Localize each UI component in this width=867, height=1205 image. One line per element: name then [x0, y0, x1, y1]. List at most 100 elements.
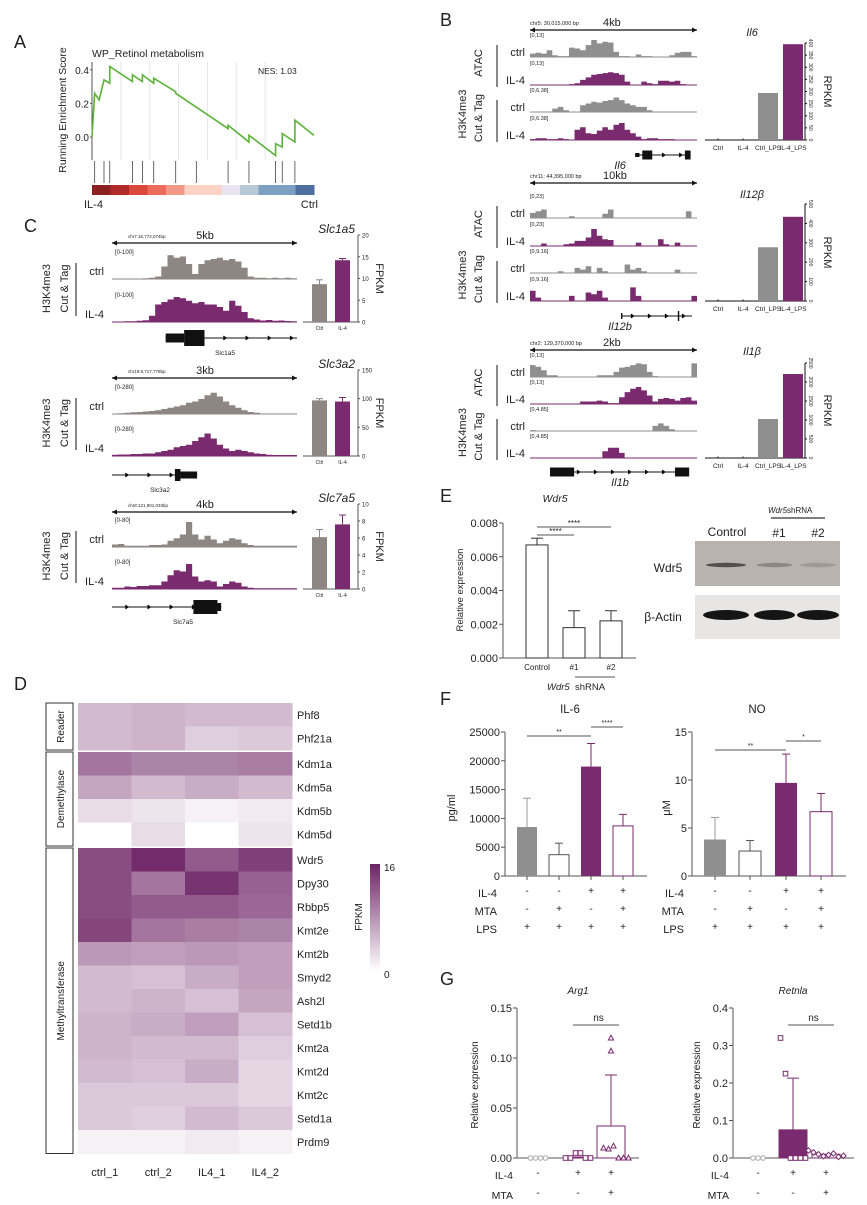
bar-#1 [562, 627, 586, 659]
track-range: [0,6.38] [530, 88, 549, 94]
heatmap-row-label: Setd1a [297, 1113, 333, 1125]
f-ytick-label: 10000 [469, 813, 500, 825]
scale-label: 2kb [603, 337, 621, 349]
heatmap-cell [185, 942, 239, 966]
assay-label-h3k4me3: H3K4me3 [457, 251, 469, 300]
bar-ytick-label: 10 [362, 503, 369, 509]
gene-name: Slc1a5 [215, 350, 235, 357]
gene-model-Il12b-exon [677, 311, 680, 321]
heatmap-row-label: Kmt2a [297, 1043, 330, 1055]
bar-ytick-label: 200 [807, 87, 813, 96]
data-point-circle [532, 1155, 539, 1161]
gsea-rank-bar-segment [240, 185, 259, 195]
bar-title: Slc1a5 [318, 222, 355, 236]
shrna-gene-label: Wdr5 [547, 682, 570, 693]
heatmap-column-label: IL4_1 [198, 1167, 226, 1179]
gsea-rank-bar-segment [166, 185, 185, 195]
bar-Ctrl [312, 537, 327, 589]
heatmap-column-label: ctrl_2 [145, 1167, 172, 1179]
locus-coordinate: chr7:16,772,074bp [128, 234, 166, 239]
f-ytick-label: 20000 [469, 756, 500, 768]
gsea-running-score-line [91, 64, 315, 158]
f-ylabel: pg/ml [446, 795, 458, 822]
track-range: [0,9.16] [530, 277, 549, 283]
condition-sign: - [576, 1188, 579, 1199]
g-title-Retnla: Retnla [779, 986, 808, 997]
significance-label: **** [602, 720, 613, 727]
heatmap-row-label: Kmt2b [297, 949, 329, 961]
gene-model-Il6-strand-arrow [678, 152, 684, 158]
heatmap-cell [238, 871, 293, 896]
gene-model-Slc3a2-strand-arrow [125, 472, 130, 478]
data-point-diamond [830, 1149, 837, 1158]
gene-model-Il1b-strand-arrow [644, 469, 649, 475]
track-label: IL-4 [85, 309, 104, 321]
heatmap-cell [78, 918, 132, 943]
gene-model-Il1b-strand-arrow [593, 469, 598, 475]
track-range: [0,23] [530, 222, 544, 228]
bar-ytick-label: 4 [362, 554, 366, 560]
assay-label-atac: ATAC [473, 369, 485, 397]
locus-coordinate: chr11: 44,395,000 bp [530, 174, 582, 180]
track-label: IL-4 [85, 576, 104, 588]
condition-sign: - [536, 1188, 539, 1199]
heatmap-cell [78, 989, 132, 1013]
condition-sign: + [823, 1168, 829, 1179]
data-point-triangle [610, 1142, 617, 1149]
heatmap-row-label: Kdm1a [297, 759, 333, 771]
gene-model-Slc1a5-exon [184, 330, 205, 346]
data-point-diamond [835, 1153, 842, 1161]
heatmap-cell [238, 1036, 293, 1060]
heatmap-cell [78, 775, 132, 800]
condition-sign: + [783, 886, 789, 897]
bar-ytick-label: 15 [362, 255, 369, 261]
bar-ytick-label: 0 [807, 139, 813, 142]
locus-coordinate: chr5: 30,015,000 bp [530, 21, 579, 27]
gene-model-Slc3a2-exon [174, 469, 181, 481]
data-point-diamond [805, 1146, 812, 1155]
bar-category-label: Ctrl [713, 145, 724, 152]
condition-label: IL-4 [711, 1170, 729, 1182]
heatmap-cell [238, 799, 293, 823]
wdr5-ylabel: Relative expression [455, 549, 466, 632]
condition-label: IL-4 [495, 1170, 513, 1182]
wdr5-title: Wdr5 [542, 493, 567, 505]
heatmap-cell [78, 799, 132, 823]
significance-label: ** [748, 743, 754, 750]
assay-label-h3k4me3: H3K4me3 [457, 90, 469, 139]
heatmap-cell [238, 989, 293, 1013]
track-Il6-3 [530, 123, 697, 140]
f-ytick-label: 5000 [476, 842, 500, 854]
heatmap-group-box [45, 702, 74, 751]
track-Il12b-0 [530, 209, 697, 218]
heatmap-cell [185, 871, 239, 896]
colorbar-max: 16 [384, 863, 396, 874]
heatmap-cell [78, 895, 132, 919]
condition-sign: + [818, 922, 824, 933]
heatmap-cell [131, 965, 186, 990]
panel-label-A: A [14, 32, 26, 52]
data-point-triangle [607, 1034, 615, 1041]
g-ytick-label: 0.1 [713, 1116, 728, 1128]
bar-category-label: #1 [570, 663, 579, 672]
track-Slc1a5-1 [112, 297, 297, 322]
heatmap-cell [78, 1012, 132, 1037]
bar-category-label: IL-4 [737, 463, 749, 470]
heatmap-row-label: Wdr5 [297, 855, 323, 867]
condition-sign: - [713, 886, 716, 897]
data-point-square [582, 1155, 589, 1161]
data-point-triangle [600, 1144, 607, 1151]
bar-category-label: IL-4 [338, 593, 347, 599]
heatmap-row-label: Kdm5b [297, 806, 332, 818]
heatmap-cell [78, 1036, 132, 1060]
track-range: [0,13] [530, 61, 544, 67]
track-range: [0-80] [115, 518, 131, 524]
gsea-nes: NES: 1.03 [258, 66, 297, 76]
track-range: [0,6.38] [530, 116, 549, 122]
heatmap-cell [185, 775, 239, 800]
bar-Control [525, 544, 549, 659]
bar-ytick-label: 6 [362, 537, 366, 543]
track-range: [0-280] [115, 385, 134, 391]
heatmap-row-label: Kdm5a [297, 782, 333, 794]
heatmap-cell [131, 726, 186, 751]
